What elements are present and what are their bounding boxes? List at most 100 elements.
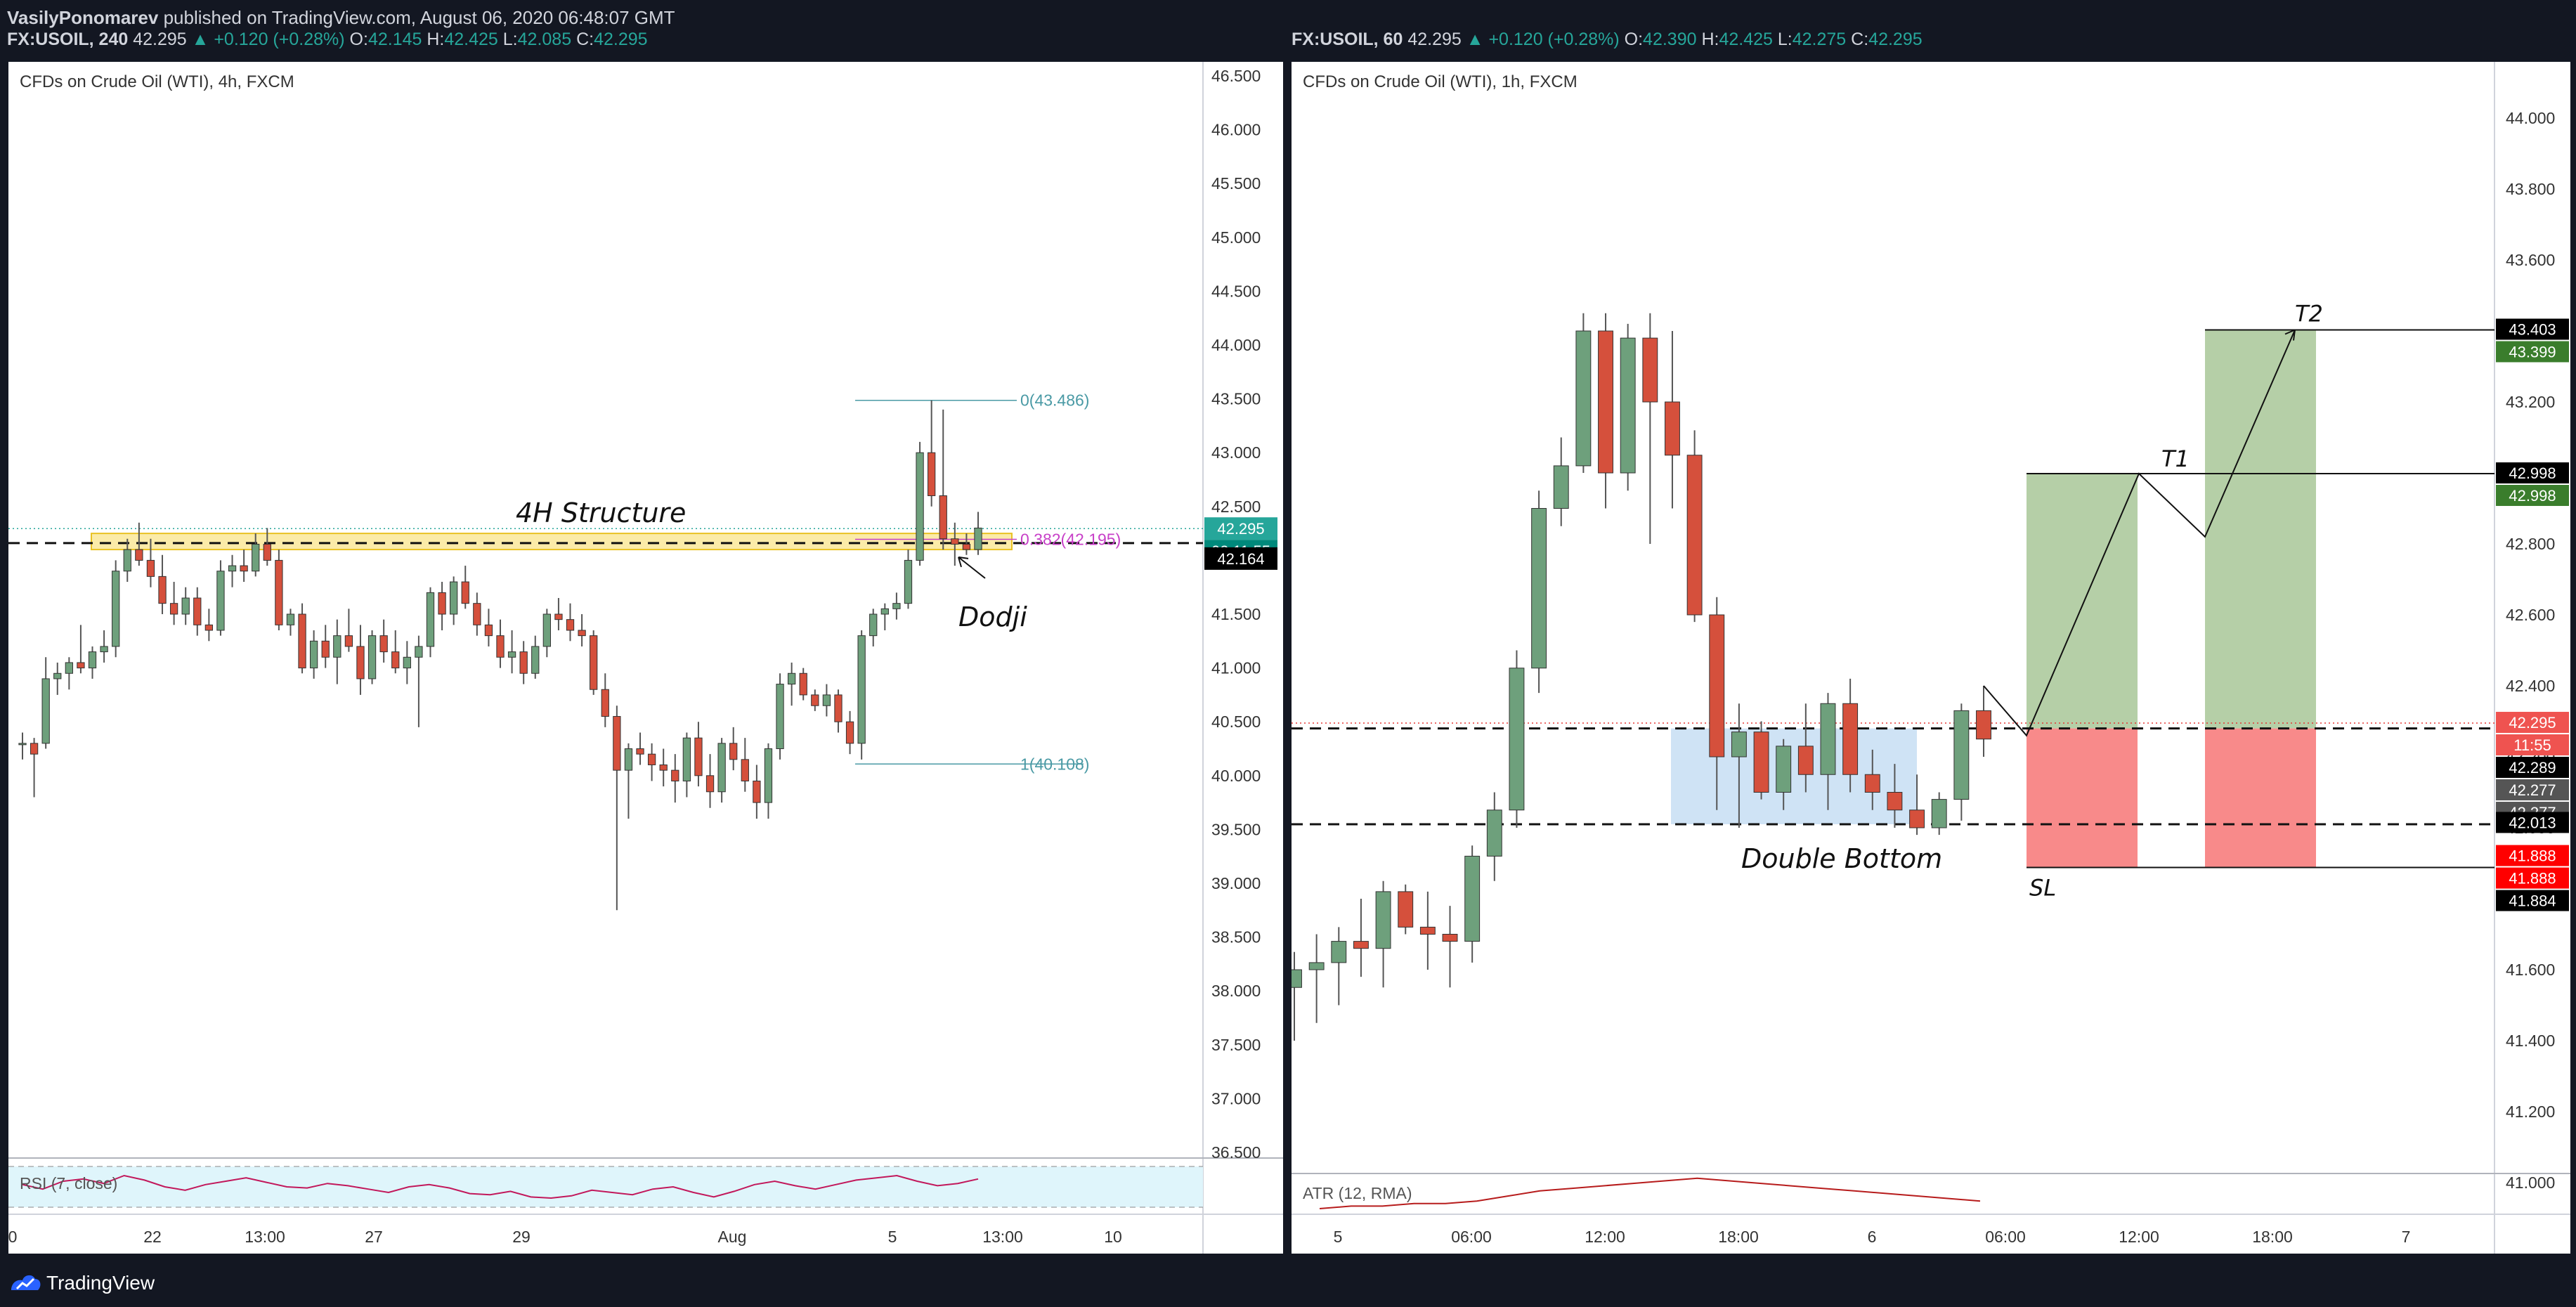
candle-body [275, 559, 283, 625]
candle-body [845, 721, 854, 744]
y-tick-label: 41.200 [2506, 1103, 2555, 1121]
projection-arrow-icon [2284, 329, 2296, 341]
x-tick-label: 12:00 [1585, 1228, 1625, 1246]
candle-body [344, 635, 353, 647]
price-label-bg [2496, 462, 2569, 484]
x-tick-label: 10 [1104, 1228, 1122, 1246]
candle-body [1575, 330, 1592, 467]
x-tick-label: 18:00 [1718, 1228, 1759, 1246]
candle-body [705, 775, 715, 793]
candle-body [123, 549, 131, 572]
x-tick-label: 6 [1868, 1228, 1877, 1246]
candle-body [112, 571, 120, 647]
candle-body [379, 635, 388, 653]
left-c-label: C: [576, 30, 594, 49]
candle-body [1953, 710, 1970, 800]
candle-body [1709, 614, 1725, 757]
price-label-bg [2496, 812, 2569, 833]
price-label-gray: 42.277 [2509, 781, 2556, 799]
author-name[interactable]: VasilyPonomarev [7, 7, 159, 28]
y-tick-label: 46.000 [1211, 121, 1261, 139]
x-tick-label: 22 [143, 1228, 162, 1246]
candle-body [519, 651, 528, 674]
price-label-bg [2496, 890, 2569, 911]
candle-body [1331, 941, 1347, 963]
price-label-bg [2496, 318, 2569, 340]
dodji-label: Dodji [958, 602, 1027, 632]
candle-body [426, 592, 435, 647]
rsi-label: RSI (7, close) [20, 1174, 117, 1192]
candle-body [554, 613, 563, 620]
candle-body [461, 581, 469, 604]
left-chart-svg[interactable]: CFDs on Crude Oil (WTI), 4h, FXCM 46.500 4… [8, 62, 1283, 1254]
right-symbol[interactable]: FX:USOIL, 60 [1292, 30, 1403, 49]
price-label-last: 42.295 [1217, 520, 1264, 538]
left-h-label: H: [427, 30, 445, 49]
candle-body [263, 543, 271, 561]
candle-body [1776, 746, 1792, 793]
candle-body [741, 759, 749, 781]
x-tick-label: 12:00 [2119, 1228, 2159, 1246]
price-label-bg [2496, 779, 2569, 801]
candle-body [1842, 703, 1859, 775]
price-label-black: 41.884 [2509, 892, 2556, 910]
double-bottom-label: Double Bottom [1741, 843, 1942, 874]
candle-body [834, 694, 843, 722]
candle-body [65, 662, 73, 674]
x-tick-label: 27 [365, 1228, 383, 1246]
candle-body [216, 571, 225, 631]
candle-body [671, 769, 679, 781]
right-chart-svg[interactable]: CFDs on Crude Oil (WTI), 1h, FXCM 44.000 4… [1292, 62, 2570, 1254]
candle-body [484, 624, 493, 637]
t2-label: T2 [2295, 300, 2323, 327]
price-label-red: 42.295 [2509, 714, 2556, 731]
y-tick-label: 41.000 [2506, 1173, 2555, 1192]
left-o-label: O: [349, 30, 368, 49]
price-label-bg [2496, 867, 2569, 889]
right-high: 42.425 [1719, 30, 1773, 49]
candle-body [753, 780, 761, 803]
projection-path [1983, 330, 2296, 737]
right-chart-panel[interactable]: CFDs on Crude Oil (WTI), 1h, FXCM 44.000 4… [1292, 62, 2570, 1254]
candle-body [636, 748, 644, 755]
fib-382-label: 0.382(42.195) [1020, 531, 1121, 549]
left-low: 42.085 [517, 30, 572, 49]
candle-body [1464, 855, 1481, 942]
y-tick-label: 42.400 [2506, 677, 2555, 695]
chart-title: CFDs on Crude Oil (WTI), 4h, FXCM [20, 72, 294, 91]
tradingview-brand[interactable]: TradingView [46, 1272, 155, 1294]
candle-body [1398, 891, 1414, 928]
candle-body [1797, 746, 1814, 775]
x-tick-label: 18:00 [2252, 1228, 2293, 1246]
price-label-black: 42.013 [2509, 814, 2556, 831]
candle-body [1686, 455, 1703, 616]
candle-body [1642, 337, 1658, 403]
right-close: 42.295 [1868, 30, 1923, 49]
candle-body [1909, 809, 1925, 828]
tradingview-logo-icon[interactable] [8, 1269, 42, 1296]
left-chart-panel[interactable]: CFDs on Crude Oil (WTI), 4h, FXCM 46.500 4… [8, 62, 1283, 1254]
candle-body [1531, 508, 1547, 669]
candle-body [613, 716, 621, 771]
structure-zone [91, 533, 1013, 551]
price-label-bg [1204, 517, 1277, 540]
candle-body [193, 597, 202, 625]
atr-line [1319, 1177, 1981, 1209]
candle-body [367, 635, 377, 679]
candle-body [776, 684, 784, 750]
y-tick-label: 38.500 [1211, 928, 1261, 947]
y-tick-label: 44.500 [1211, 282, 1261, 300]
candle-body [298, 613, 306, 669]
candle-body [204, 624, 214, 631]
candle-body [904, 559, 913, 604]
left-symbol[interactable]: FX:USOIL, 240 [7, 30, 129, 49]
left-change: ▲ +0.120 (+0.28%) [191, 30, 345, 49]
y-tick-label: 37.500 [1211, 1036, 1261, 1054]
y-tick-label: 45.000 [1211, 228, 1261, 247]
price-label-black: 42.289 [2509, 759, 2556, 776]
candle-body [694, 737, 703, 776]
x-tick-label: 13:00 [982, 1228, 1023, 1246]
candle-body [18, 743, 27, 746]
candle-body [158, 576, 167, 604]
candle-body [717, 743, 726, 793]
